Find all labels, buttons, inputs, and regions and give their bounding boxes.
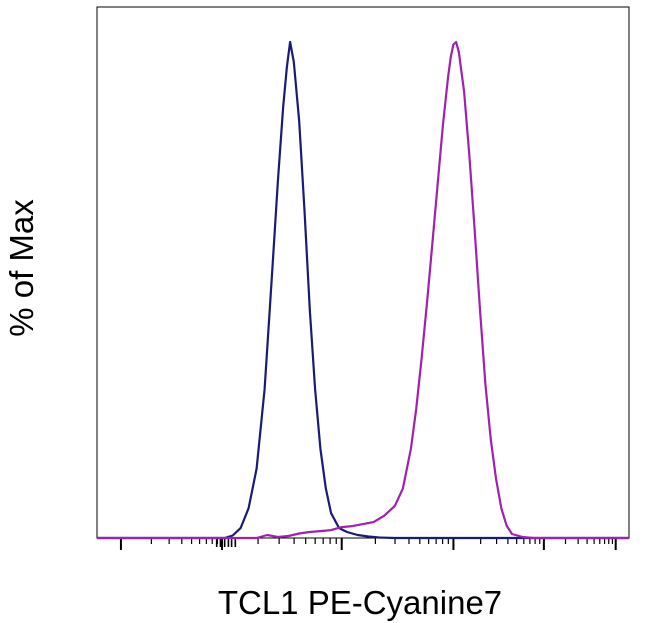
plot-frame	[96, 6, 630, 539]
x-axis-ticks	[119, 538, 617, 550]
y-axis-label: % of Max	[3, 199, 40, 337]
histogram-series-2	[97, 40, 629, 540]
histogram-series-1	[97, 40, 629, 540]
series-group	[97, 40, 629, 540]
x-axis-label: TCL1 PE-Cyanine7	[218, 584, 502, 621]
